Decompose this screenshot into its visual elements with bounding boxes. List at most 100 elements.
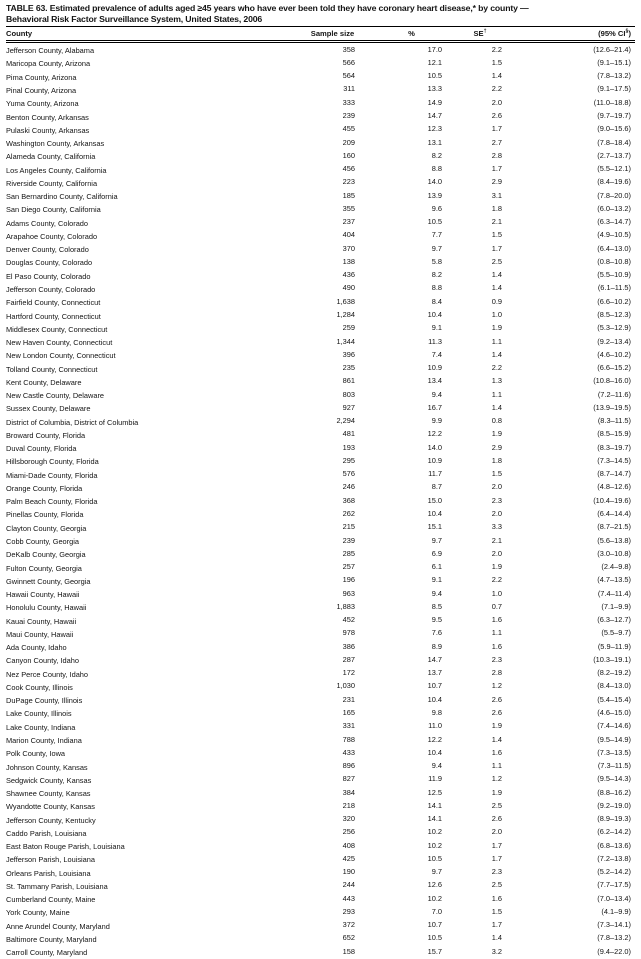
sample-size-cell: 138 [342,256,355,266]
se-cell: 1.6 [491,641,502,651]
ci-cell: (8.5–15.9) [597,429,631,439]
ci-cell: (11.0–18.8) [593,97,631,107]
percent-cell: 11.0 [428,721,442,731]
county-cell: Cook County, Illinois [6,682,73,692]
ci-cell: (5.6–13.8) [597,535,631,545]
sample-size-cell: 215 [342,522,355,532]
county-cell: Washington County, Arkansas [6,139,105,149]
ci-cell: (6.6–10.2) [597,296,631,306]
table-row: Lake County, Indiana 331 11.0 1.9 (7.4–14.6) [6,720,635,733]
ci-cell: (7.1–9.9) [601,601,631,611]
percent-cell: 8.7 [431,482,442,492]
percent-cell: 8.2 [431,150,442,160]
sample-size-cell: 193 [342,442,355,452]
se-cell: 1.0 [491,310,502,319]
ci-cell: (6.6–15.2) [597,363,631,373]
sample-size-cell: 257 [342,562,355,572]
county-cell: El Paso County, Colorado [6,271,91,281]
county-cell: Maui County, Hawaii [6,629,74,639]
ci-cell: (8.4–19.6) [597,177,631,187]
percent-cell: 9.1 [431,323,442,333]
sample-size-cell: 239 [342,111,355,121]
sample-size-cell: 1,883 [336,601,356,611]
county-cell: DuPage County, Illinois [6,696,83,706]
sample-size-cell: 433 [342,747,355,757]
table-row: Maui County, Hawaii 978 7.6 1.1 (5.5–9.7) [6,627,635,640]
sample-size-cell: 160 [342,150,355,160]
percent-cell: 15.0 [427,495,442,505]
se-cell: 1.7 [491,920,502,930]
sample-size-cell: 235 [342,363,355,373]
county-cell: Lake County, Illinois [6,709,72,719]
county-cell: Benton County, Arkansas [6,112,89,122]
ci-cell: (3.0–10.8) [597,548,631,558]
county-cell: East Baton Rouge Parish, Louisiana [6,842,125,852]
se-cell: 1.9 [491,562,502,572]
ci-cell: (4.1–9.9) [601,906,631,916]
percent-cell: 10.9 [427,455,442,465]
county-cell: Fairfield County, Connecticut [6,298,101,308]
table-row: Honolulu County, Hawaii 1,883 8.5 0.7 (7.1–9… [6,600,635,613]
county-cell: San Bernardino County, California [6,192,118,202]
county-cell: Caddo Parish, Louisiana [6,828,87,838]
percent-cell: 14.0 [427,177,442,187]
table-row: Pinal County, Arizona 311 13.3 2.2 (9.1–17.5… [6,83,635,96]
table-row: DeKalb County, Georgia 285 6.9 2.0 (3.0–10.8… [6,547,635,560]
percent-cell: 13.4 [427,376,442,386]
table-row: Duval County, Florida 193 14.0 2.9 (8.3–19.7… [6,441,635,454]
table-row: Washington County, Arkansas 209 13.1 2.7 (7.… [6,136,635,149]
table-row: Adams County, Colorado 237 10.5 2.1 (6.3–14.… [6,216,635,229]
se-cell: 2.0 [491,827,502,837]
percent-cell: 8.2 [431,270,442,280]
ci-cell: (6.4–13.0) [597,243,631,253]
percent-cell: 8.5 [431,601,442,611]
se-cell: 1.7 [491,164,502,174]
county-cell: Wyandotte County, Kansas [6,802,95,812]
table-row: Sedgwick County, Kansas 827 11.9 1.2 (9.5–14… [6,773,635,786]
table-row: Alameda County, California 160 8.2 2.8 (2.7–… [6,149,635,162]
percent-cell: 10.2 [427,827,442,837]
percent-cell: 14.1 [427,800,442,810]
ci-cell: (8.2–19.2) [597,668,631,678]
ci-cell: (7.7–17.5) [597,880,631,890]
se-cell: 1.0 [491,588,502,598]
table-row: Cumberland County, Maine 443 10.2 1.6 (7.0–1… [6,892,635,905]
percent-cell: 7.4 [431,349,442,359]
sample-size-cell: 384 [342,787,355,797]
percent-cell: 10.5 [427,71,442,81]
county-cell: Gwinnett County, Georgia [6,576,91,586]
percent-cell: 9.7 [431,535,442,545]
ci-cell: (6.8–13.6) [597,840,631,850]
se-label: SE [473,29,484,39]
se-cell: 2.1 [491,217,502,227]
table-row: San Bernardino County, California 185 13.9… [6,189,635,202]
table-row: Gwinnett County, Georgia 196 9.1 2.2 (4.7–13… [6,574,635,587]
sample-size-cell: 190 [342,867,355,877]
county-cell: Kent County, Delaware [6,377,82,387]
table-row: Broward County, Florida 481 12.2 1.9 (8.5–15… [6,428,635,441]
sample-size-cell: 172 [342,668,355,678]
ci-cell: (12.6–21.4) [593,44,631,54]
ci-cell: (5.4–15.4) [597,694,631,704]
sample-size-cell: 196 [342,575,355,585]
county-cell: Sedgwick County, Kansas [6,775,92,785]
table-row: Anne Arundel County, Maryland 372 10.7 1.7 (… [6,919,635,932]
ci-cell: (7.2–11.6) [597,389,631,399]
ci-cell: (8.5–12.3) [597,310,631,319]
se-cell: 0.7 [491,601,502,611]
sample-size-cell: 223 [342,177,355,187]
sample-size-column-header: Sample size [296,26,355,44]
se-cell: 2.2 [491,575,502,585]
ci-cell: (9.4–22.0) [597,946,631,956]
ci-cell: (7.2–13.8) [597,853,631,863]
se-cell: 2.6 [491,707,502,717]
county-cell: New Haven County, Connecticut [6,338,113,348]
se-cell: 2.0 [491,482,502,492]
se-cell: 2.8 [491,150,502,160]
se-cell: 2.7 [491,137,502,147]
table-row: Yuma County, Arizona 333 14.9 2.0 (11.0–18.8… [6,96,635,109]
ci-cell: (6.1–11.5) [597,283,631,293]
header-row: County Sample size % SE† (95% CI§) [6,26,635,44]
sample-size-cell: 293 [342,906,355,916]
